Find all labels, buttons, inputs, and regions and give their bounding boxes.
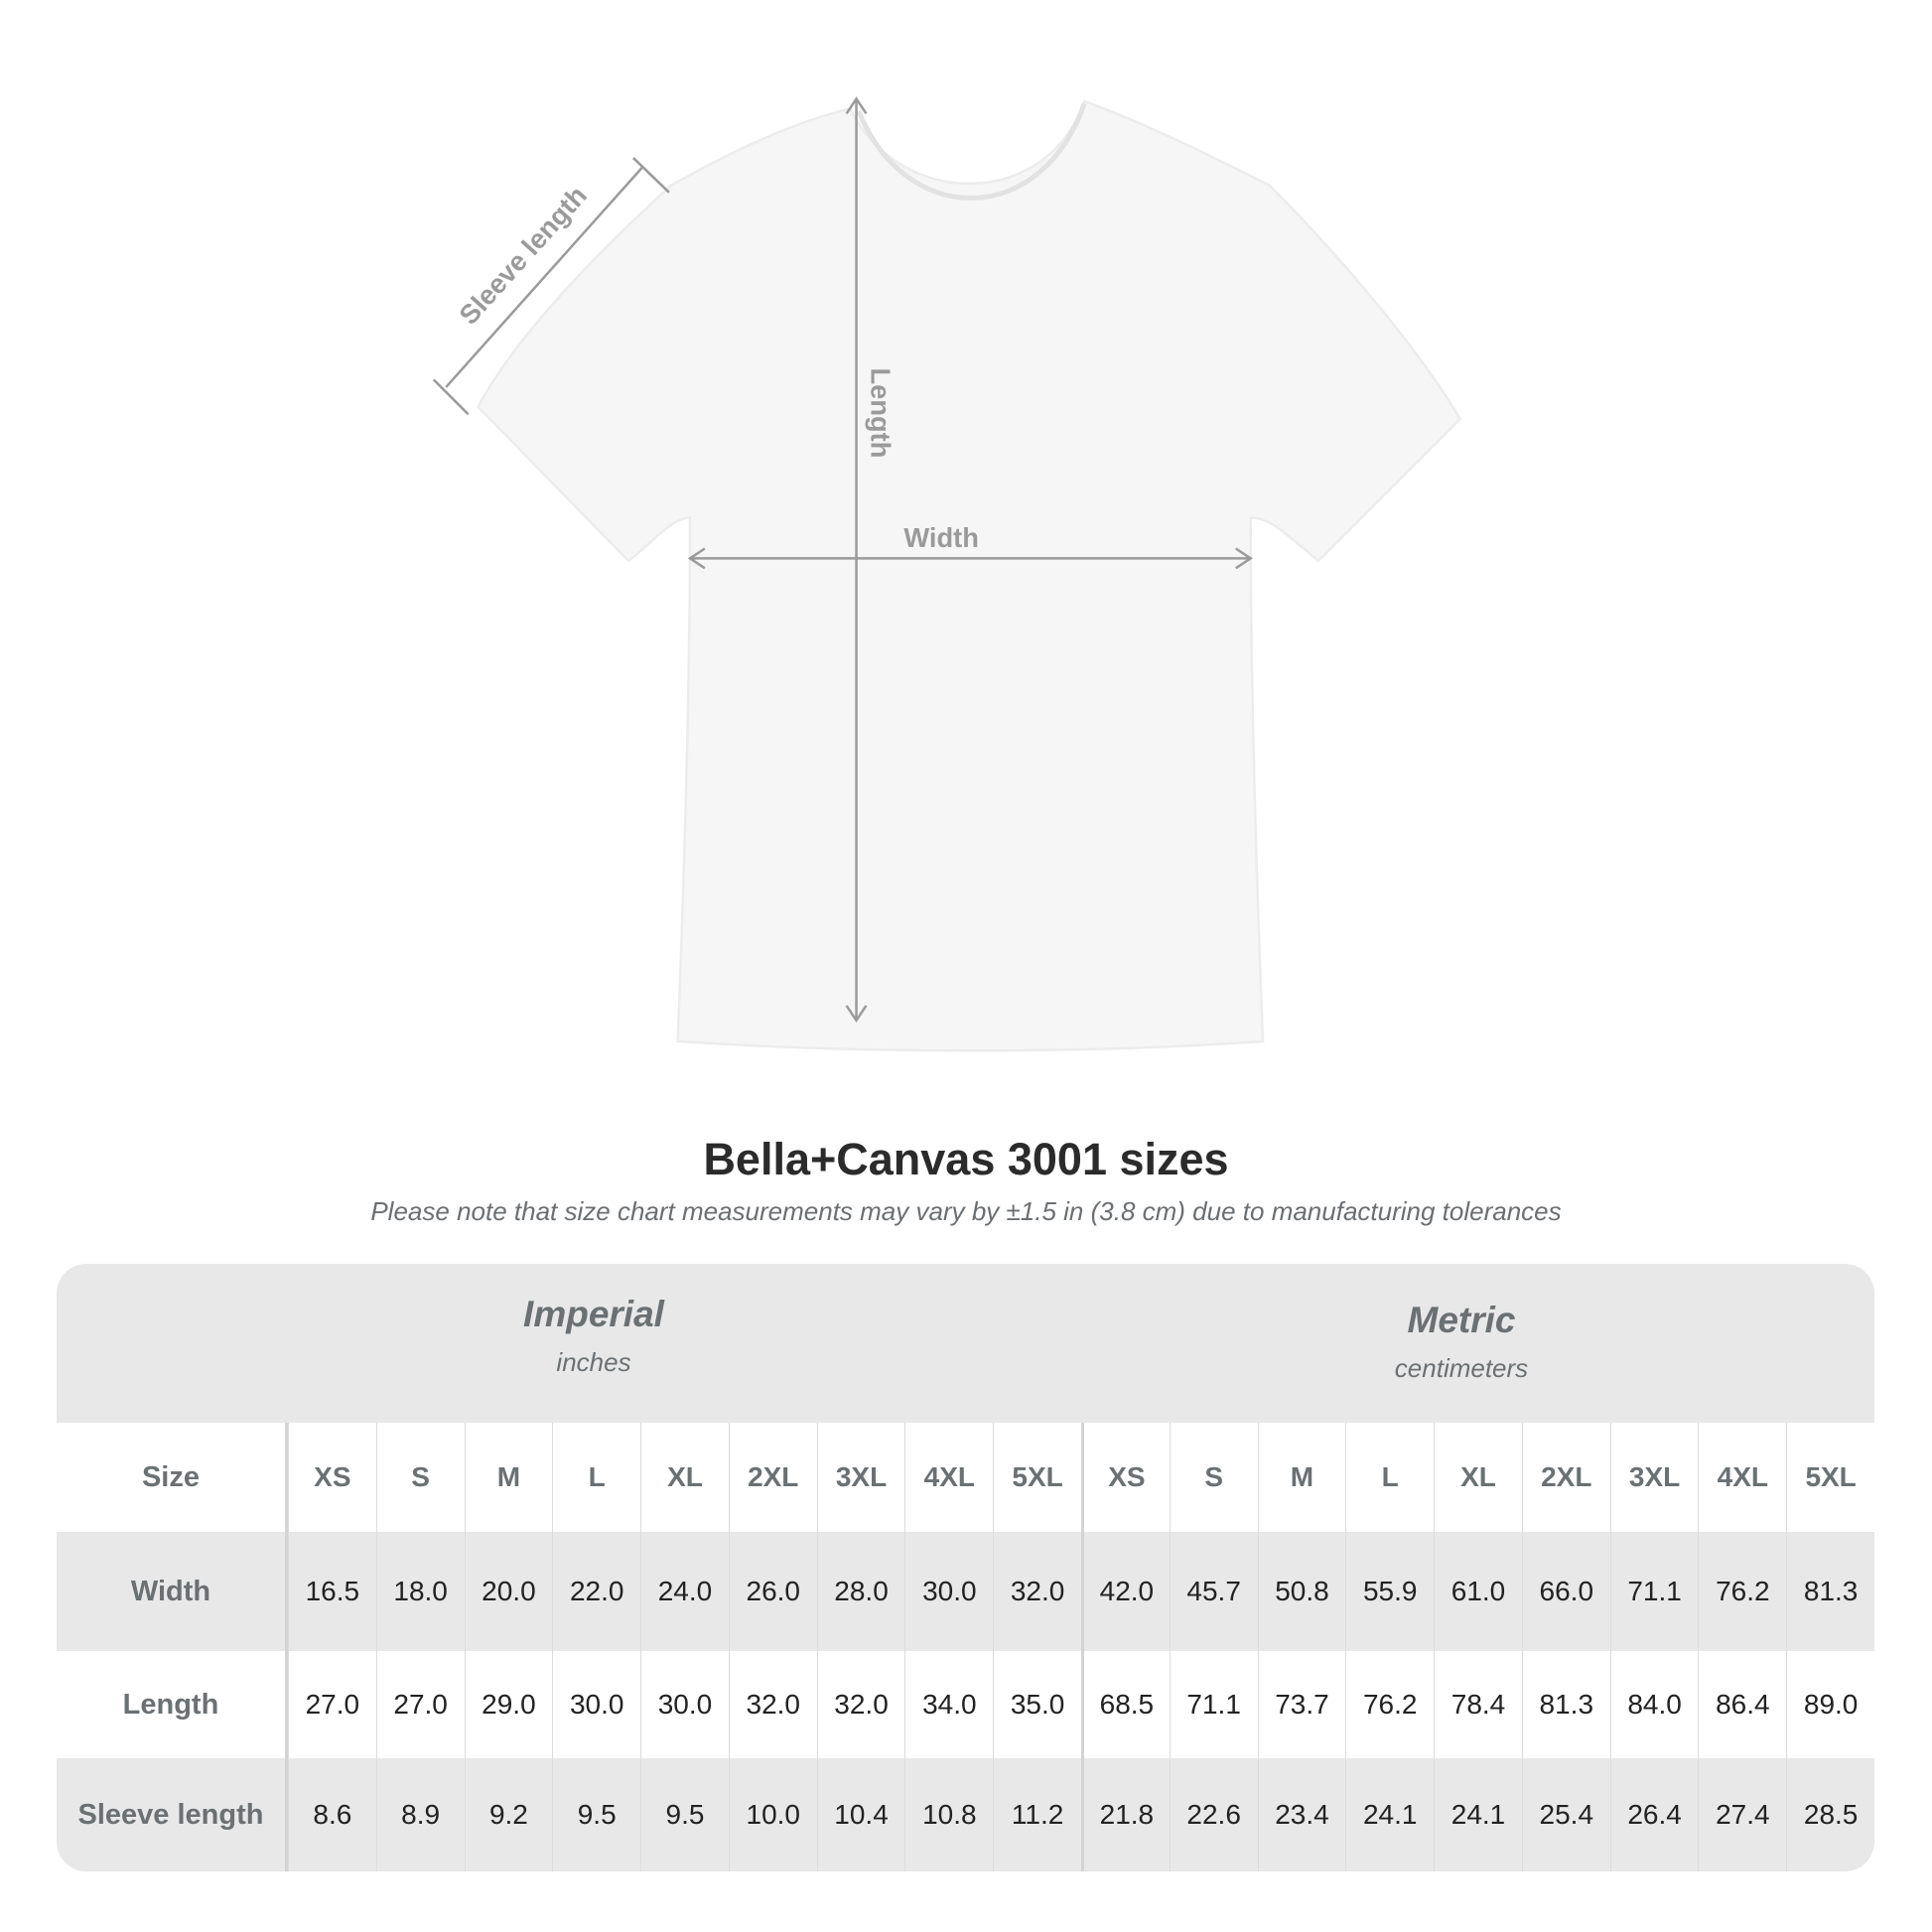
- page-title: Bella+Canvas 3001 sizes: [703, 1134, 1229, 1184]
- imperial-group: Imperial inches: [395, 1294, 792, 1378]
- table-cell: 50.8: [1257, 1532, 1346, 1651]
- tshirt-image: [477, 99, 1462, 1052]
- size-column-header: 3XL: [1609, 1423, 1699, 1532]
- table-cell: 76.2: [1698, 1532, 1786, 1651]
- table-cell: 84.0: [1609, 1651, 1699, 1758]
- table-cell: 23.4: [1257, 1758, 1346, 1871]
- table-cell: 30.0: [640, 1651, 729, 1758]
- table-cell: 18.0: [375, 1532, 465, 1651]
- table-cell: 21.8: [1080, 1758, 1170, 1871]
- size-column-header: 2XL: [728, 1423, 817, 1532]
- table-cell: 27.0: [287, 1651, 376, 1758]
- table-cell: 24.0: [640, 1532, 729, 1651]
- row-label: Sleeve length: [57, 1758, 288, 1871]
- table-cell: 27.0: [375, 1651, 465, 1758]
- table-row: Sleeve length 8.6 8.9 9.2 9.5 9.5 10.0 10.4 10.8…: [57, 1758, 1874, 1871]
- table-cell: 10.0: [728, 1758, 817, 1871]
- table-cell: 10.8: [904, 1758, 993, 1871]
- table-cell: 26.0: [728, 1532, 817, 1651]
- table-row: Length 27.0 27.0 29.0 30.0 30.0 32.0 32.0 34.0 35…: [57, 1651, 1874, 1758]
- row-label: Width: [57, 1532, 288, 1651]
- table-cell: 76.2: [1345, 1651, 1434, 1758]
- table-cell: 9.5: [640, 1758, 729, 1871]
- size-header-label: Size: [57, 1423, 288, 1532]
- table-cell: 30.0: [904, 1532, 993, 1651]
- size-column-header: L: [1345, 1423, 1434, 1532]
- table-cell: 24.1: [1434, 1758, 1522, 1871]
- table-cell: 26.4: [1609, 1758, 1699, 1871]
- size-column-header: XS: [287, 1423, 376, 1532]
- size-column-header: S: [375, 1423, 465, 1532]
- size-column-header: L: [552, 1423, 640, 1532]
- table-cell: 32.0: [728, 1651, 817, 1758]
- table-cell: 10.4: [816, 1758, 905, 1871]
- size-column-header: XL: [1434, 1423, 1522, 1532]
- metric-title: Metric: [1407, 1300, 1516, 1340]
- size-column-header: S: [1169, 1423, 1258, 1532]
- table-cell: 8.9: [375, 1758, 465, 1871]
- size-column-header: XS: [1080, 1423, 1170, 1532]
- metric-group: Metric centimeters: [1263, 1300, 1660, 1384]
- size-header-row: Size XS S M L XL 2XL 3XL 4XL 5XL XS S M L XL 2XL 3XL 4XL 5…: [57, 1423, 1874, 1532]
- table-cell: 22.0: [552, 1532, 640, 1651]
- table-cell: 55.9: [1345, 1532, 1434, 1651]
- unit-header: Imperial inches Metric centimeters: [57, 1264, 1874, 1423]
- row-label: Length: [57, 1651, 288, 1758]
- width-label: Width: [903, 522, 979, 553]
- table-cell: 86.4: [1698, 1651, 1786, 1758]
- length-label: Length: [865, 367, 896, 458]
- table-cell: 68.5: [1080, 1651, 1170, 1758]
- sleeve-measure-line: [445, 167, 643, 388]
- table-cell: 9.2: [464, 1758, 553, 1871]
- table-cell: 32.0: [816, 1651, 905, 1758]
- table-row: Width 16.5 18.0 20.0 22.0 24.0 26.0 28.0 30.0 32.…: [57, 1532, 1874, 1651]
- table-cell: 8.6: [287, 1758, 376, 1871]
- table-cell: 81.3: [1786, 1532, 1874, 1651]
- imperial-unit: inches: [556, 1347, 631, 1377]
- size-column-header: 4XL: [1698, 1423, 1786, 1532]
- table-cell: 71.1: [1609, 1532, 1699, 1651]
- table-cell: 24.1: [1345, 1758, 1434, 1871]
- table-cell: 30.0: [552, 1651, 640, 1758]
- size-column-header: XL: [640, 1423, 729, 1532]
- table-cell: 28.5: [1786, 1758, 1874, 1871]
- table-cell: 66.0: [1521, 1532, 1610, 1651]
- size-column-header: M: [1257, 1423, 1346, 1532]
- table-cell: 9.5: [552, 1758, 640, 1871]
- tolerance-note: Please note that size chart measurements…: [370, 1196, 1562, 1226]
- table-cell: 20.0: [464, 1532, 553, 1651]
- table-cell: 28.0: [816, 1532, 905, 1651]
- table-cell: 61.0: [1434, 1532, 1522, 1651]
- table-cell: 22.6: [1169, 1758, 1258, 1871]
- size-column-header: 3XL: [816, 1423, 905, 1532]
- table-cell: 73.7: [1257, 1651, 1346, 1758]
- size-table: Imperial inches Metric centimeters Size X…: [57, 1264, 1874, 1871]
- size-column-header: M: [464, 1423, 553, 1532]
- table-cell: 11.2: [993, 1758, 1081, 1871]
- table-cell: 27.4: [1698, 1758, 1786, 1871]
- table-cell: 78.4: [1434, 1651, 1522, 1758]
- metric-unit: centimeters: [1394, 1353, 1529, 1383]
- table-cell: 34.0: [904, 1651, 993, 1758]
- tshirt-diagram: Sleeve length Length Width: [432, 96, 1462, 1052]
- table-cell: 81.3: [1521, 1651, 1610, 1758]
- table-cell: 35.0: [993, 1651, 1081, 1758]
- table-cell: 89.0: [1786, 1651, 1874, 1758]
- size-column-header: 2XL: [1521, 1423, 1610, 1532]
- table-cell: 16.5: [287, 1532, 376, 1651]
- table-cell: 32.0: [993, 1532, 1081, 1651]
- table-cell: 71.1: [1169, 1651, 1258, 1758]
- table-cell: 29.0: [464, 1651, 553, 1758]
- size-column-header: 5XL: [993, 1423, 1081, 1532]
- imperial-title: Imperial: [523, 1294, 664, 1334]
- size-column-header: 5XL: [1786, 1423, 1874, 1532]
- table-cell: 45.7: [1169, 1532, 1258, 1651]
- table-cell: 25.4: [1521, 1758, 1610, 1871]
- size-column-header: 4XL: [904, 1423, 993, 1532]
- table-cell: 42.0: [1080, 1532, 1170, 1651]
